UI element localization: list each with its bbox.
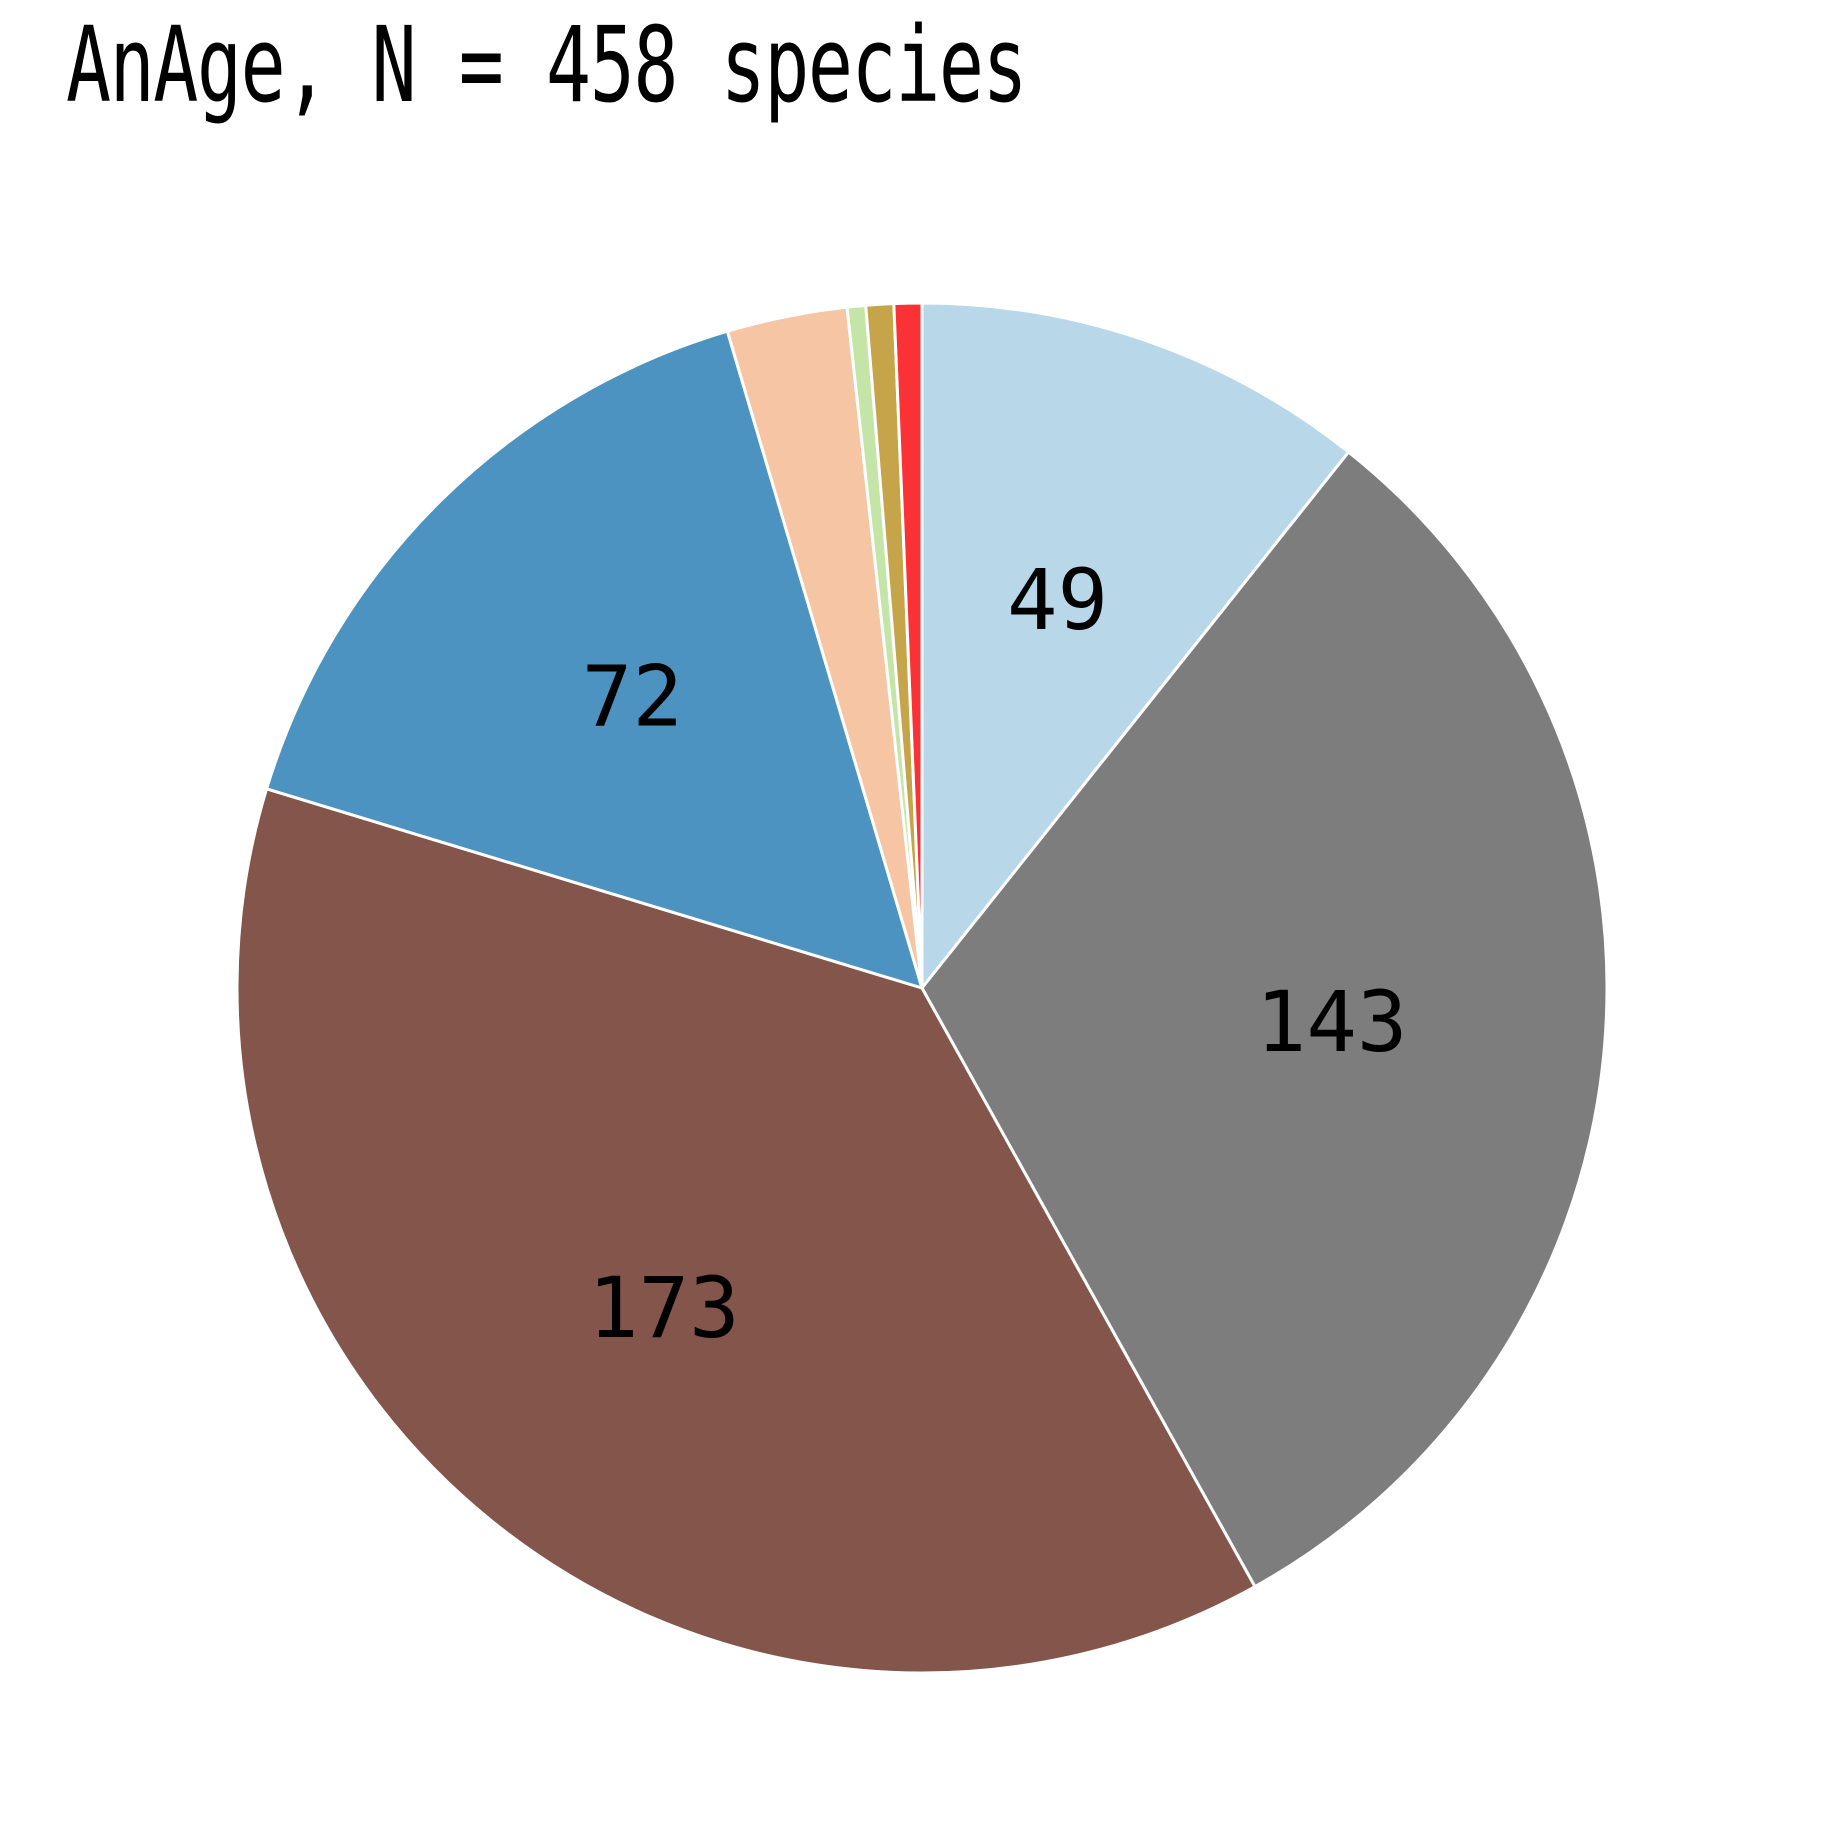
pie-slice-1 (920, 301, 1351, 990)
slice-value-label: 173 (588, 1259, 740, 1357)
slice-value-label: 143 (1256, 973, 1408, 1071)
pie-slice-8 (892, 301, 924, 990)
slice-value-label: 49 (1007, 551, 1108, 649)
pie-slice-4 (265, 329, 924, 990)
chart-title: AnAge, N = 458 species (66, 4, 1028, 126)
pie-labels: 49 143 173 72 (582, 551, 1408, 1357)
pie-slice-2 (920, 450, 1609, 1589)
pie-slice-3 (235, 787, 1257, 1675)
pie-slices (235, 301, 1609, 1675)
slice-value-label: 72 (582, 647, 683, 745)
